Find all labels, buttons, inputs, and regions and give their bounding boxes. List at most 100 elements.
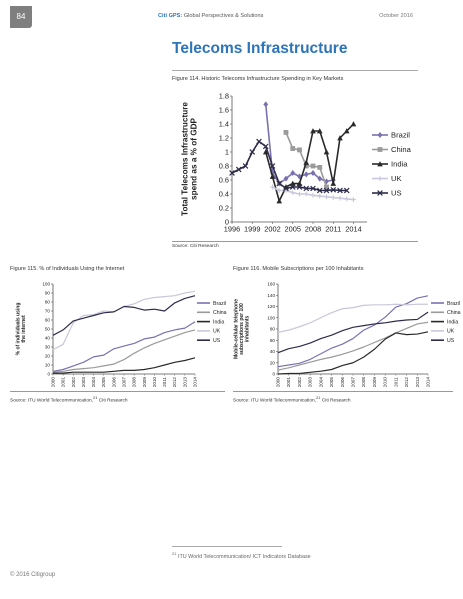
x-tick-label: 2011 — [325, 224, 341, 233]
figure-114-chart: 0 0.2 0.4 0.6 0.8 1 1.2 1.4 1.6 1.8 1996 1999 2002 20… — [180, 92, 412, 234]
data-point-india — [343, 128, 350, 134]
data-point-us — [316, 187, 323, 194]
series-brazil — [277, 295, 429, 368]
x-tick-label: 2005 — [101, 377, 106, 388]
legend-swatch-uk-marker — [377, 176, 383, 181]
data-point-uk — [297, 191, 302, 197]
data-point-uk — [351, 197, 356, 202]
series-india — [262, 121, 357, 204]
figure-115-source-footnote-ref: 21 — [93, 395, 98, 400]
data-point-us — [296, 184, 303, 190]
data-point-india — [337, 135, 343, 141]
data-point-us — [235, 166, 242, 173]
y-tick-label: 0.8 — [219, 162, 229, 171]
y-axis-label-line: Total Telecoms Infrastructure — [180, 102, 189, 216]
figure-116-source: Source: ITU World Telecommunication,21 C… — [233, 395, 351, 404]
y-tick-label: 160 — [267, 282, 275, 287]
y-axis-label: % of individuals usingthe internet — [15, 303, 27, 356]
x-tick-label: 2011 — [162, 377, 167, 387]
legend-label-brazil: Brazil — [447, 301, 460, 307]
figure-116-divider — [233, 391, 453, 392]
x-tick-label: 2005 — [285, 224, 301, 233]
figure-115-divider — [10, 391, 225, 392]
footnote-text: ITU World Telecommunication/ ICT Indicat… — [176, 553, 311, 560]
x-tick-label: 2004 — [318, 377, 323, 388]
x-tick-label: 2002 — [264, 224, 280, 233]
x-tick-label: 2013 — [182, 377, 187, 388]
legend-swatch-india-marker — [377, 161, 383, 167]
figure-115-source-tail: Citi Research — [97, 398, 128, 404]
series-india — [277, 331, 429, 375]
data-point-india — [310, 128, 316, 134]
data-point-china — [317, 165, 323, 170]
x-tick-label: 2007 — [122, 377, 127, 388]
figure-114-source: Source: Citi Research — [172, 244, 219, 249]
x-tick-label: 2012 — [404, 377, 409, 388]
data-point-india — [296, 180, 303, 186]
y-tick-label: 40 — [45, 336, 51, 341]
title-divider — [172, 70, 418, 71]
series-line-us — [277, 311, 429, 354]
y-axis-label-line: % of individuals using — [15, 303, 21, 356]
section-title: Telecoms Infrastructure — [172, 40, 348, 57]
y-tick-label: 1.8 — [219, 92, 229, 101]
data-point-china — [290, 146, 296, 151]
legend-swatch-china-marker — [377, 147, 383, 152]
data-point-us — [289, 184, 296, 190]
y-tick-label: 70 — [45, 309, 51, 314]
legend-label-us: US — [447, 338, 455, 344]
x-tick-label: 2010 — [383, 377, 388, 388]
page-number: 84 — [10, 6, 32, 28]
data-point-uk — [290, 190, 296, 195]
series-line-india — [264, 123, 355, 202]
y-tick-label: 30 — [45, 345, 51, 350]
figure-115-caption: Figure 115. % of Individuals Using the I… — [10, 266, 125, 272]
series-line-uk — [277, 303, 428, 333]
y-tick-label: 100 — [42, 282, 50, 287]
x-tick-label: 2005 — [329, 377, 334, 388]
series-uk — [277, 303, 428, 333]
figure-115-chart: 0 10 20 30 40 50 60 70 80 90 100 2000 2001 2002 2003 20… — [15, 282, 227, 388]
y-tick-label: 0.4 — [219, 190, 229, 199]
y-tick-label: 90 — [45, 291, 51, 296]
data-point-india — [269, 173, 276, 179]
series-brazil — [263, 101, 336, 187]
x-tick-label: 2002 — [297, 377, 302, 388]
data-point-india — [276, 198, 283, 204]
x-tick-label: 2011 — [393, 377, 398, 387]
y-axis-label-line: subscriptions per 100 — [239, 303, 245, 355]
legend-label-china: China — [213, 310, 227, 316]
data-point-india — [289, 180, 296, 186]
series-us — [52, 295, 196, 336]
data-point-india — [262, 149, 269, 155]
y-tick-label: 140 — [267, 293, 275, 298]
x-tick-label: 2003 — [81, 377, 86, 388]
data-point-us — [276, 180, 283, 187]
figure-115-source: Source: ITU World Telecommunication,21 C… — [10, 395, 128, 404]
legend-label-india: India — [447, 319, 458, 325]
y-tick-label: 0.2 — [219, 204, 229, 213]
y-tick-label: 50 — [45, 327, 51, 332]
legend-swatch-us-marker — [377, 190, 383, 196]
x-tick-label: 2009 — [142, 377, 147, 388]
x-tick-label: 2004 — [91, 377, 96, 388]
legend-label-us: US — [213, 338, 221, 344]
data-point-us — [310, 185, 316, 192]
series-line-china — [52, 329, 196, 373]
x-tick-label: 2012 — [172, 377, 177, 388]
footnote-number: 21 — [172, 551, 177, 556]
legend-label-china: China — [391, 145, 412, 154]
data-point-uk — [330, 195, 336, 200]
data-point-us — [249, 149, 256, 155]
x-tick-label: 2008 — [305, 224, 321, 233]
x-tick-label: 2006 — [111, 377, 116, 388]
data-point-india — [303, 159, 310, 165]
y-axis-label-line: spend as a % of GDP — [190, 118, 199, 200]
y-tick-label: 40 — [270, 349, 276, 354]
x-tick-label: 2013 — [415, 377, 420, 388]
x-tick-label: 2008 — [132, 377, 137, 388]
series-line-brazil — [277, 295, 429, 368]
data-point-us — [229, 170, 235, 176]
x-tick-label: 2008 — [361, 377, 366, 388]
data-point-china — [324, 184, 329, 190]
